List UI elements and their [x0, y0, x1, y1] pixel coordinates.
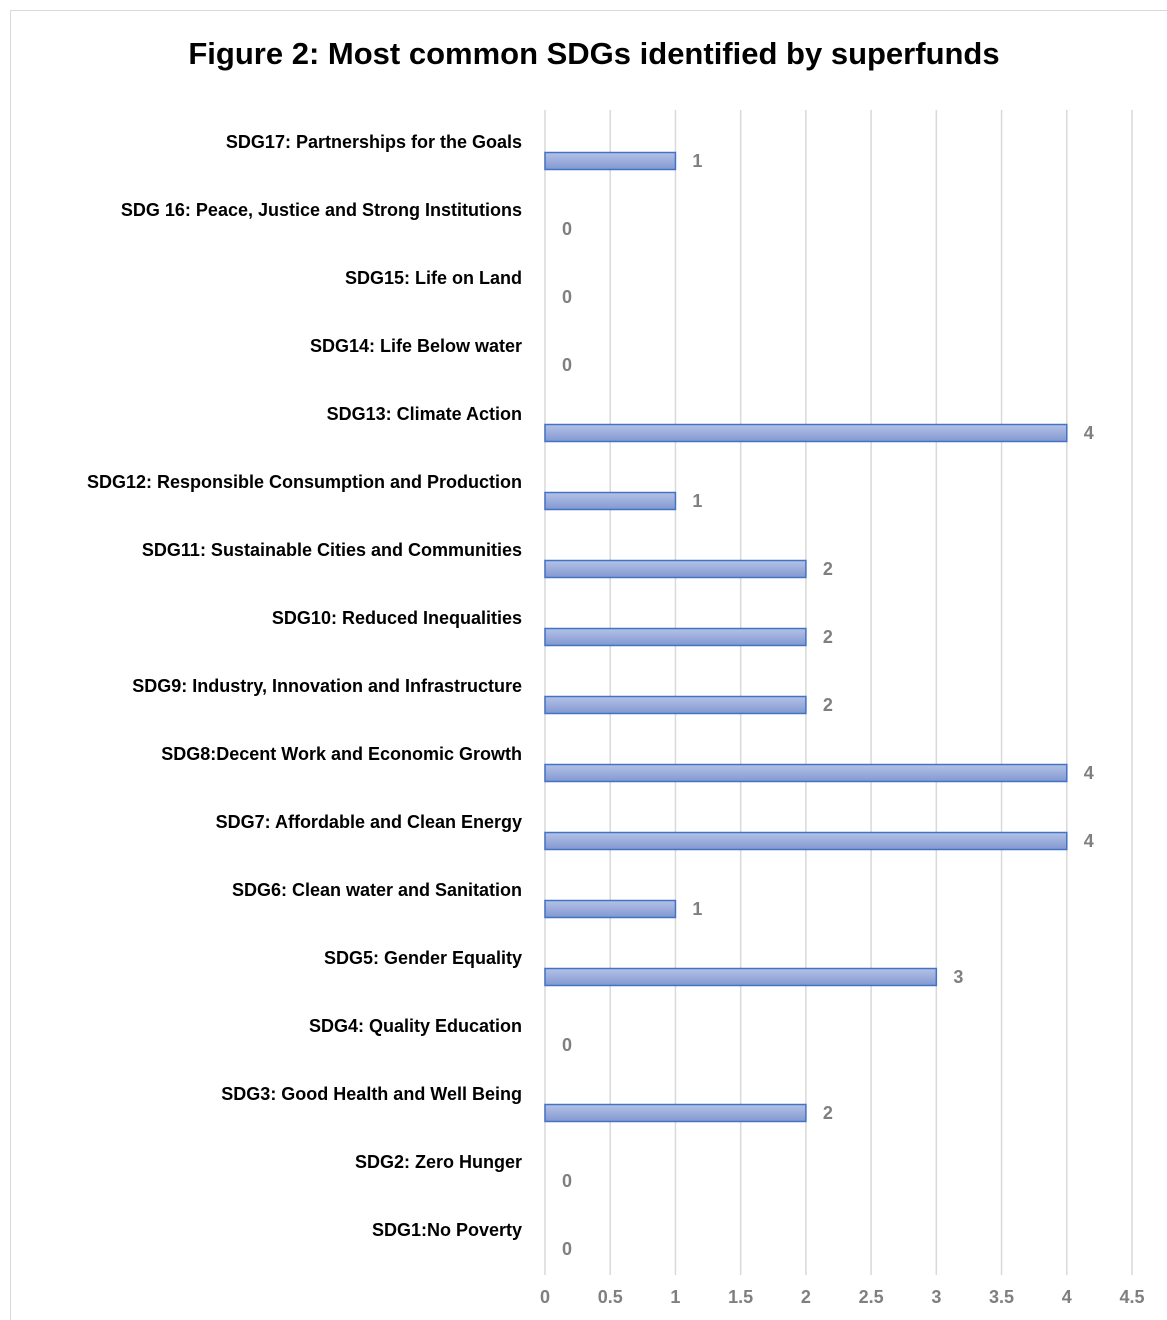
- value-label: 4: [1084, 763, 1094, 783]
- bar: [544, 763, 1068, 783]
- x-tick-label: 0: [540, 1287, 550, 1307]
- bar: [544, 627, 807, 647]
- category-label: SDG14: Life Below water: [310, 336, 522, 356]
- category-label: SDG6: Clean water and Sanitation: [232, 880, 522, 900]
- bar: [544, 899, 677, 919]
- x-tick-label: 0.5: [598, 1287, 623, 1307]
- value-label: 2: [823, 1103, 833, 1123]
- value-label: 3: [953, 967, 963, 987]
- value-label: 0: [562, 287, 572, 307]
- value-label: 2: [823, 695, 833, 715]
- category-label: SDG9: Industry, Innovation and Infrastru…: [132, 676, 522, 696]
- category-label: SDG10: Reduced Inequalities: [272, 608, 522, 628]
- category-label: SDG15: Life on Land: [345, 268, 522, 288]
- x-tick-label: 3: [931, 1287, 941, 1307]
- value-label: 4: [1084, 831, 1094, 851]
- value-label: 1: [692, 491, 702, 511]
- bar: [544, 831, 1068, 851]
- bar: [544, 423, 1068, 443]
- chart-border: [10, 10, 1167, 1320]
- x-tick-label: 1.5: [728, 1287, 753, 1307]
- category-label: SDG8:Decent Work and Economic Growth: [161, 744, 522, 764]
- bar: [544, 967, 938, 987]
- value-label: 2: [823, 627, 833, 647]
- category-label: SDG 16: Peace, Justice and Strong Instit…: [121, 200, 522, 220]
- x-tick-label: 2: [801, 1287, 811, 1307]
- value-label: 1: [692, 899, 702, 919]
- value-label: 1: [692, 151, 702, 171]
- x-tick-label: 1: [670, 1287, 680, 1307]
- category-label: SDG11: Sustainable Cities and Communitie…: [142, 540, 522, 560]
- x-tick-label: 4: [1062, 1287, 1072, 1307]
- bar: [544, 491, 677, 511]
- x-tick-label: 3.5: [989, 1287, 1014, 1307]
- category-label: SDG7: Affordable and Clean Energy: [216, 812, 522, 832]
- category-label: SDG17: Partnerships for the Goals: [226, 132, 522, 152]
- category-label: SDG13: Climate Action: [327, 404, 522, 424]
- bar: [544, 695, 807, 715]
- x-tick-label: 4.5: [1119, 1287, 1144, 1307]
- bar: [544, 1103, 807, 1123]
- value-label: 0: [562, 1035, 572, 1055]
- category-label: SDG5: Gender Equality: [324, 948, 522, 968]
- value-label: 4: [1084, 423, 1094, 443]
- value-label: 0: [562, 1239, 572, 1259]
- category-label: SDG1:No Poverty: [372, 1220, 522, 1240]
- chart-title: Figure 2: Most common SDGs identified by…: [188, 36, 999, 71]
- category-label: SDG4: Quality Education: [309, 1016, 522, 1036]
- bar: [544, 559, 807, 579]
- category-label: SDG3: Good Health and Well Being: [221, 1084, 522, 1104]
- x-tick-label: 2.5: [859, 1287, 884, 1307]
- value-label: 0: [562, 355, 572, 375]
- category-label: SDG12: Responsible Consumption and Produ…: [87, 472, 522, 492]
- value-label: 0: [562, 1171, 572, 1191]
- bar: [544, 151, 677, 171]
- value-label: 0: [562, 219, 572, 239]
- category-label: SDG2: Zero Hunger: [355, 1152, 522, 1172]
- value-label: 2: [823, 559, 833, 579]
